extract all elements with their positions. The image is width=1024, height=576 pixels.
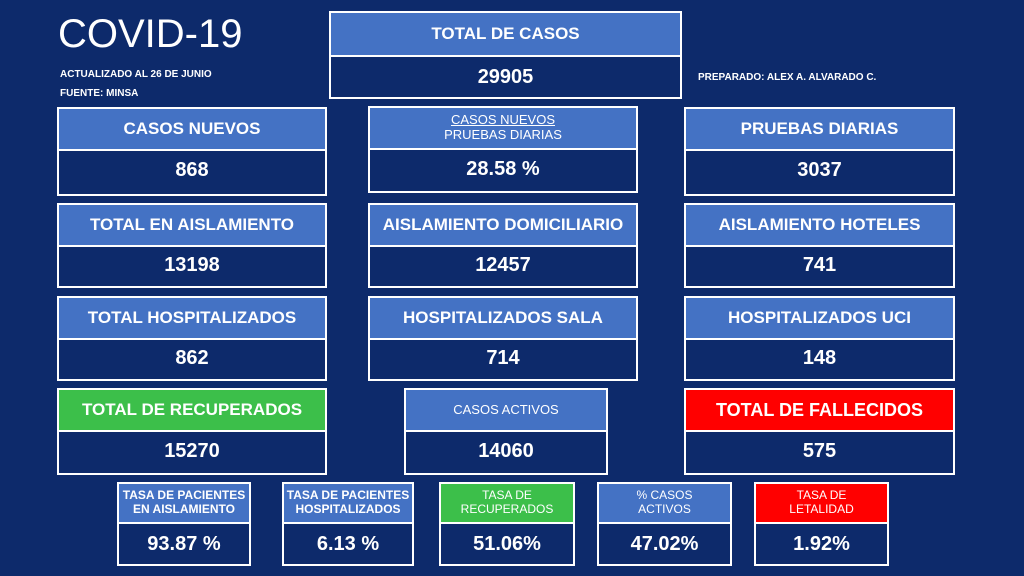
total-isolation-value: 13198 (164, 254, 220, 276)
active-rate-card: % CASOS ACTIVOS 47.02% (597, 482, 732, 566)
active-cases-value: 14060 (478, 440, 534, 462)
updated-date: ACTUALIZADO AL 26 DE JUNIO (60, 69, 212, 80)
hotel-isolation-card: AISLAMIENTO HOTELES 741 (684, 203, 955, 288)
total-cases-label: TOTAL DE CASOS (331, 13, 680, 57)
active-rate-label: % CASOS ACTIVOS (599, 484, 730, 524)
recovered-rate-value: 51.06% (473, 532, 541, 555)
new-cases-label: CASOS NUEVOS (59, 109, 325, 151)
deaths-card: TOTAL DE FALLECIDOS 575 (684, 388, 955, 475)
total-hospitalized-label: TOTAL HOSPITALIZADOS (59, 298, 325, 340)
page-title: COVID-19 (58, 12, 243, 56)
lethality-rate-card: TASA DE LETALIDAD 1.92% (754, 482, 889, 566)
hospitalized-rate-label: TASA DE PACIENTES HOSPITALIZADOS (284, 484, 412, 524)
new-cases-value: 868 (175, 159, 209, 181)
prepared-by: PREPARADO: ALEX A. ALVARADO C. (698, 72, 877, 83)
ward-hospitalized-value: 714 (486, 347, 520, 369)
recovered-label: TOTAL DE RECUPERADOS (59, 390, 325, 432)
home-isolation-card: AISLAMIENTO DOMICILIARIO 12457 (368, 203, 638, 288)
daily-tests-value: 3037 (797, 159, 842, 181)
icu-hospitalized-card: HOSPITALIZADOS UCI 148 (684, 296, 955, 381)
home-isolation-value: 12457 (475, 254, 531, 276)
recovered-card: TOTAL DE RECUPERADOS 15270 (57, 388, 327, 475)
new-cases-per-tests-card: CASOS NUEVOS PRUEBAS DIARIAS 28.58 % (368, 106, 638, 193)
daily-tests-label: PRUEBAS DIARIAS (686, 109, 953, 151)
home-isolation-label: AISLAMIENTO DOMICILIARIO (370, 205, 636, 247)
daily-tests-card: PRUEBAS DIARIAS 3037 (684, 107, 955, 196)
active-rate-value: 47.02% (630, 532, 699, 555)
hospitalized-rate-card: TASA DE PACIENTES HOSPITALIZADOS 6.13 % (282, 482, 414, 566)
ward-hospitalized-label: HOSPITALIZADOS SALA (370, 298, 636, 340)
icu-hospitalized-value: 148 (802, 347, 837, 369)
active-cases-label: CASOS ACTIVOS (406, 390, 606, 432)
recovered-value: 15270 (164, 440, 220, 462)
total-cases-value: 29905 (477, 65, 534, 88)
total-isolation-card: TOTAL EN AISLAMIENTO 13198 (57, 203, 327, 288)
data-source: FUENTE: MINSA (60, 88, 139, 99)
isolation-rate-value: 93.87 % (147, 532, 221, 555)
recovered-rate-label: TASA DE RECUPERADOS (441, 484, 573, 524)
ratio-denominator-label: PRUEBAS DIARIAS (444, 127, 562, 142)
hotel-isolation-label: AISLAMIENTO HOTELES (686, 205, 953, 247)
hotel-isolation-value: 741 (802, 254, 837, 276)
lethality-rate-value: 1.92% (793, 532, 850, 555)
total-hospitalized-value: 862 (175, 347, 209, 369)
new-cases-card: CASOS NUEVOS 868 (57, 107, 327, 196)
ward-hospitalized-card: HOSPITALIZADOS SALA 714 (368, 296, 638, 381)
ratio-numerator-label: CASOS NUEVOS (450, 112, 556, 128)
deaths-label: TOTAL DE FALLECIDOS (686, 390, 953, 432)
new-cases-per-tests-label: CASOS NUEVOS PRUEBAS DIARIAS (370, 108, 636, 150)
total-cases-card: TOTAL DE CASOS 29905 (329, 11, 682, 99)
active-cases-card: CASOS ACTIVOS 14060 (404, 388, 608, 475)
isolation-rate-label: TASA DE PACIENTES EN AISLAMIENTO (119, 484, 249, 524)
total-hospitalized-card: TOTAL HOSPITALIZADOS 862 (57, 296, 327, 381)
deaths-value: 575 (802, 440, 837, 462)
total-isolation-label: TOTAL EN AISLAMIENTO (59, 205, 325, 247)
recovered-rate-card: TASA DE RECUPERADOS 51.06% (439, 482, 575, 566)
isolation-rate-card: TASA DE PACIENTES EN AISLAMIENTO 93.87 % (117, 482, 251, 566)
lethality-rate-label: TASA DE LETALIDAD (756, 484, 887, 524)
icu-hospitalized-label: HOSPITALIZADOS UCI (686, 298, 953, 340)
hospitalized-rate-value: 6.13 % (316, 532, 380, 555)
new-cases-per-tests-value: 28.58 % (466, 157, 540, 180)
